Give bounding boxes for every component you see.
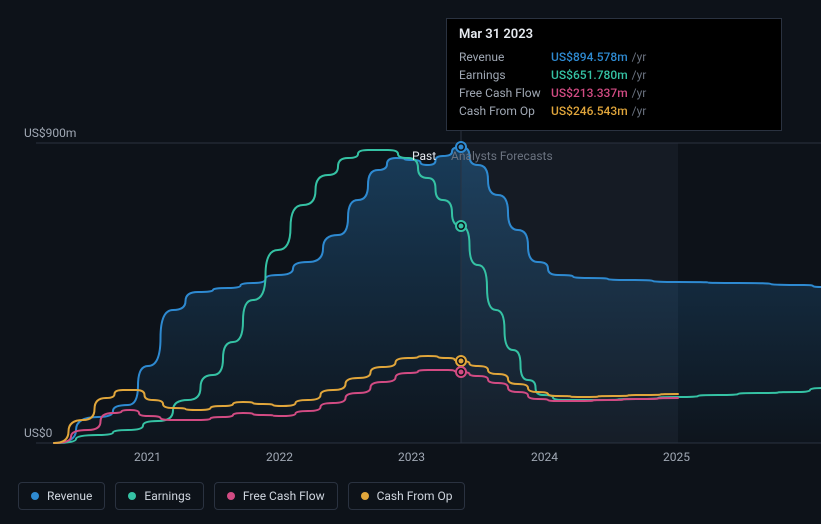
legend-label: Free Cash Flow: [243, 489, 325, 503]
past-label: Past: [412, 149, 436, 163]
legend-item-cfo[interactable]: Cash From Op: [348, 482, 466, 510]
tooltip-label: Free Cash Flow: [459, 84, 551, 102]
tooltip-row-fcf: Free Cash Flow US$213.337m /yr: [459, 84, 769, 102]
legend-label: Cash From Op: [377, 489, 453, 503]
legend-dot: [361, 492, 369, 500]
tooltip-unit: /yr: [632, 84, 647, 102]
legend-label: Revenue: [47, 489, 92, 503]
y-axis-label-zero: US$0: [24, 426, 52, 440]
tooltip-label: Earnings: [459, 66, 551, 84]
legend-dot: [227, 492, 235, 500]
tooltip-value: US$894.578m: [551, 48, 628, 66]
y-axis-label-max: US$900m: [24, 126, 76, 140]
legend-label: Earnings: [144, 489, 191, 503]
legend: Revenue Earnings Free Cash Flow Cash Fro…: [18, 482, 465, 510]
tooltip-row-revenue: Revenue US$894.578m /yr: [459, 48, 769, 66]
tooltip-title: Mar 31 2023: [459, 27, 769, 42]
x-axis-label-2025: 2025: [663, 450, 690, 464]
legend-item-revenue[interactable]: Revenue: [18, 482, 105, 510]
tooltip-unit: /yr: [632, 48, 647, 66]
tooltip-value: US$246.543m: [551, 102, 628, 120]
legend-item-fcf[interactable]: Free Cash Flow: [214, 482, 338, 510]
tooltip-row-earnings: Earnings US$651.780m /yr: [459, 66, 769, 84]
legend-dot: [31, 492, 39, 500]
tooltip-unit: /yr: [632, 102, 647, 120]
tooltip-row-cfo: Cash From Op US$246.543m /yr: [459, 102, 769, 120]
legend-item-earnings[interactable]: Earnings: [115, 482, 204, 510]
x-axis-label-2022: 2022: [266, 450, 293, 464]
tooltip-label: Revenue: [459, 48, 551, 66]
tooltip: Mar 31 2023 Revenue US$894.578m /yr Earn…: [446, 18, 782, 131]
x-axis-label-2021: 2021: [134, 450, 161, 464]
tooltip-unit: /yr: [632, 66, 647, 84]
x-axis-label-2024: 2024: [531, 450, 558, 464]
tooltip-label: Cash From Op: [459, 102, 551, 120]
forecast-label: Analysts Forecasts: [451, 149, 553, 163]
x-axis-label-2023: 2023: [398, 450, 425, 464]
legend-dot: [128, 492, 136, 500]
tooltip-value: US$651.780m: [551, 66, 628, 84]
tooltip-value: US$213.337m: [551, 84, 628, 102]
